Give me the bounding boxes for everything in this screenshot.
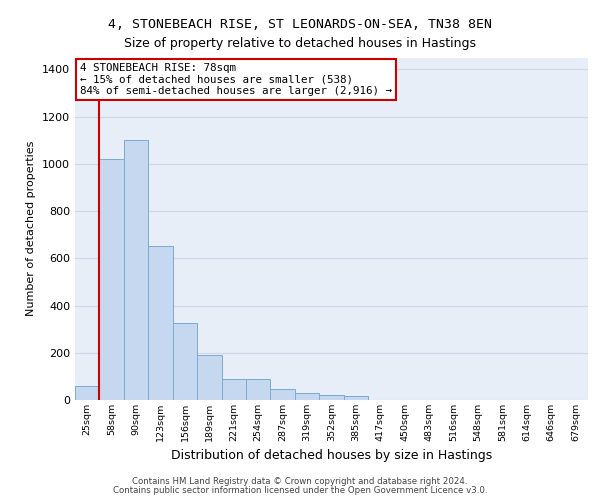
X-axis label: Distribution of detached houses by size in Hastings: Distribution of detached houses by size …	[171, 450, 492, 462]
Bar	[246, 378, 271, 400]
Text: 4 STONEBEACH RISE: 78sqm
← 15% of detached houses are smaller (538)
84% of semi-: 4 STONEBEACH RISE: 78sqm ← 15% of detach…	[80, 62, 392, 96]
Bar	[148, 246, 173, 400]
Bar	[271, 390, 295, 400]
Text: Size of property relative to detached houses in Hastings: Size of property relative to detached ho…	[124, 38, 476, 51]
Bar	[319, 395, 344, 400]
Text: Contains HM Land Registry data © Crown copyright and database right 2024.: Contains HM Land Registry data © Crown c…	[132, 478, 468, 486]
Bar	[221, 378, 246, 400]
Bar	[295, 394, 319, 400]
Bar	[75, 386, 100, 400]
Bar	[344, 396, 368, 400]
Y-axis label: Number of detached properties: Number of detached properties	[26, 141, 37, 316]
Bar	[124, 140, 148, 400]
Bar	[100, 159, 124, 400]
Text: Contains public sector information licensed under the Open Government Licence v3: Contains public sector information licen…	[113, 486, 487, 495]
Text: 4, STONEBEACH RISE, ST LEONARDS-ON-SEA, TN38 8EN: 4, STONEBEACH RISE, ST LEONARDS-ON-SEA, …	[108, 18, 492, 30]
Bar	[173, 323, 197, 400]
Bar	[197, 355, 221, 400]
